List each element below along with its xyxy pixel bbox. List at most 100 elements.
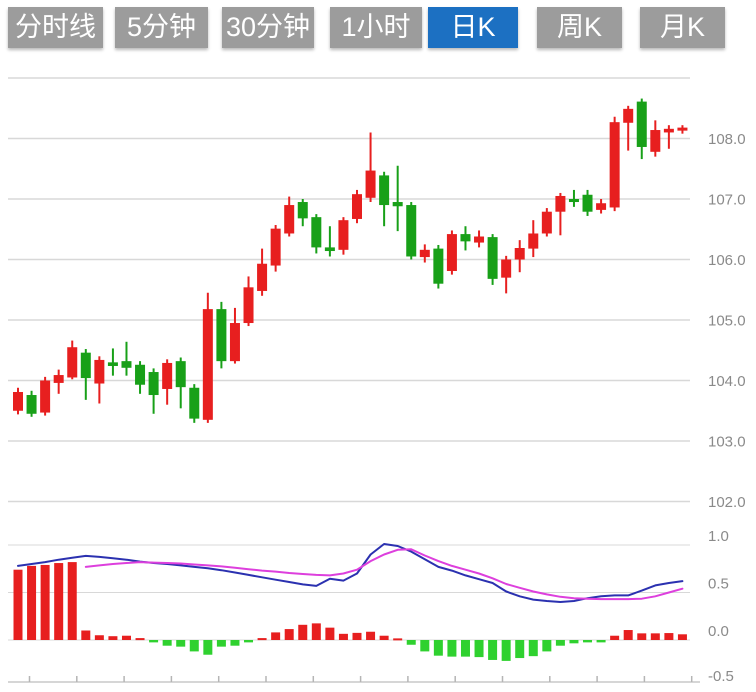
- candle-body: [135, 364, 146, 385]
- candle: [446, 230, 457, 275]
- candle-body: [352, 194, 362, 219]
- candle: [107, 348, 118, 376]
- macd-axis-label: 0.0: [708, 623, 729, 640]
- candle-body: [162, 362, 173, 389]
- macd-histogram-bar: [664, 633, 674, 640]
- candle: [40, 376, 51, 416]
- macd-histogram-bar: [447, 640, 457, 657]
- tab-5min[interactable]: 5分钟: [115, 7, 208, 48]
- macd-histogram-bar: [596, 640, 606, 643]
- candle: [121, 341, 132, 376]
- candle-body: [474, 236, 485, 243]
- candle-body: [80, 352, 91, 379]
- macd-histogram-bar: [162, 640, 172, 646]
- candle: [216, 301, 227, 369]
- candle-body: [229, 323, 240, 362]
- candle-body: [677, 127, 688, 131]
- macd-histogram-bar: [203, 640, 213, 655]
- candle: [53, 369, 64, 394]
- macd-histogram-bar: [27, 565, 37, 640]
- tab-daily-k[interactable]: 日K: [428, 7, 518, 48]
- candle: [311, 214, 322, 254]
- candle-body: [121, 361, 132, 368]
- candle: [284, 196, 295, 237]
- macd-histogram-bar: [189, 640, 199, 652]
- price-grid: [8, 77, 690, 503]
- macd-histogram-bar: [542, 640, 552, 652]
- macd-histogram-bar: [393, 638, 403, 641]
- macd-histogram-bar: [555, 640, 565, 646]
- macd-histogram-bar: [325, 627, 335, 640]
- macd-histogram-bar: [94, 635, 104, 640]
- macd-histogram-bar: [149, 640, 159, 643]
- macd-histogram-bar: [623, 630, 633, 640]
- macd-histogram-bar: [176, 640, 186, 647]
- candle: [623, 105, 634, 151]
- candle-body: [243, 287, 254, 324]
- candle: [94, 356, 105, 404]
- tab-monthly-k[interactable]: 月K: [640, 7, 725, 48]
- macd-histogram-bar: [284, 629, 294, 640]
- candle: [406, 202, 417, 260]
- dif-line: [17, 543, 684, 603]
- macd-histogram-bar: [460, 640, 470, 657]
- macd-axis-labels: 1.0 0.5 0.0 -0.5: [708, 528, 734, 685]
- macd-histogram-bar: [379, 635, 389, 640]
- candle: [243, 276, 254, 327]
- macd-histogram-bar: [311, 623, 321, 640]
- candle-body: [53, 375, 64, 383]
- tab-1hour[interactable]: 1小时: [330, 7, 422, 48]
- candle: [202, 292, 213, 423]
- candle-body: [596, 203, 607, 210]
- macd-histogram-bar: [637, 633, 647, 640]
- macd-histogram-bar: [677, 634, 687, 640]
- candle-body: [406, 205, 417, 257]
- candle: [379, 171, 390, 227]
- candle-body: [257, 263, 268, 291]
- macd-histogram-bar: [108, 636, 118, 640]
- price-axis-label: 107.0: [708, 192, 746, 209]
- candle: [555, 192, 566, 236]
- candle-body: [148, 372, 159, 396]
- tab-30min[interactable]: 30分钟: [222, 7, 314, 48]
- candle-body: [392, 202, 403, 207]
- price-axis-label: 104.0: [708, 373, 746, 390]
- candle: [229, 307, 240, 364]
- candle-body: [311, 217, 322, 248]
- candle: [636, 98, 647, 160]
- candle: [433, 244, 444, 289]
- candle-body: [528, 233, 539, 249]
- macd-histogram-bar: [406, 640, 416, 645]
- candle-body: [379, 175, 390, 206]
- macd-histogram-bar: [583, 640, 593, 643]
- candle-body: [338, 220, 349, 250]
- candle: [26, 390, 37, 417]
- candle: [650, 120, 661, 157]
- candle-body: [555, 195, 566, 212]
- candle-body: [26, 395, 37, 414]
- macd-histogram-bar: [271, 632, 281, 640]
- macd-histogram-bar: [366, 631, 376, 640]
- candle: [514, 240, 525, 273]
- candle: [162, 359, 173, 405]
- x-axis: [8, 676, 700, 683]
- macd-histogram-bar: [216, 640, 226, 647]
- price-axis-label: 108.0: [708, 131, 746, 148]
- candle-body: [582, 194, 593, 212]
- macd-histogram-bar: [135, 638, 145, 641]
- candle-body: [446, 234, 457, 271]
- candle-body: [324, 247, 335, 252]
- candle: [474, 230, 485, 248]
- candle: [257, 248, 268, 296]
- candle-body: [650, 130, 661, 152]
- macd-histogram-bar: [420, 640, 430, 652]
- macd-histogram-bar: [433, 640, 443, 656]
- macd-axis-label: 1.0: [708, 528, 729, 545]
- macd-histogram: [13, 562, 687, 661]
- tab-minute-line[interactable]: 分时线: [8, 7, 103, 48]
- macd-histogram-bar: [650, 633, 660, 640]
- tab-weekly-k[interactable]: 周K: [537, 7, 622, 48]
- candle: [460, 226, 471, 251]
